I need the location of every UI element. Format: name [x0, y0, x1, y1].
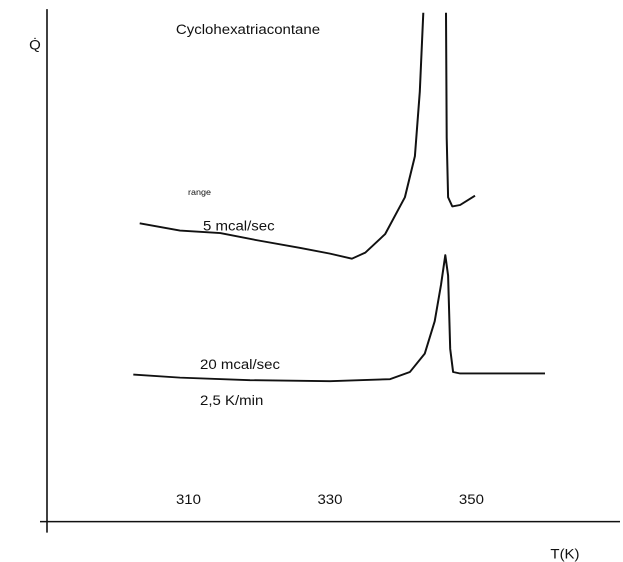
x-tick-label: 310	[176, 493, 201, 508]
annotation: 2,5 K/min	[200, 393, 263, 408]
chart-title: Cyclohexatriacontane	[176, 22, 320, 37]
curve	[133, 254, 545, 383]
x-tick-label: 350	[459, 493, 484, 508]
annotation: 20 mcal/sec	[200, 358, 280, 373]
x-axis-label: T(K)	[550, 547, 579, 562]
annotation: 5 mcal/sec	[203, 219, 275, 234]
annotation: range	[188, 187, 211, 197]
y-axis-label: Q̇	[29, 37, 41, 53]
curve	[139, 12, 476, 260]
x-tick-label: 330	[317, 493, 342, 508]
